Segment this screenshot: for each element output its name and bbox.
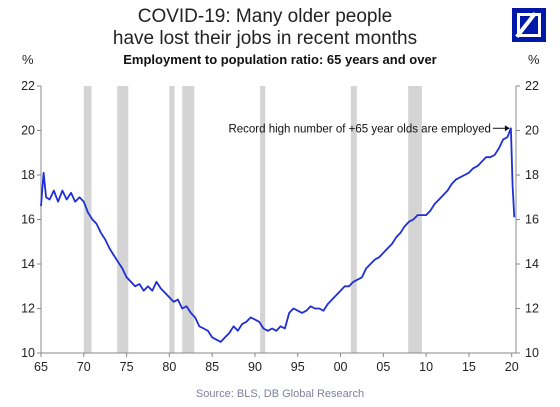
y-tick-label-right-10: 10 <box>525 346 539 360</box>
y-tick-label-right-14: 14 <box>525 257 539 271</box>
employment-ratio-line <box>40 127 516 343</box>
chart-axes <box>37 85 520 357</box>
y-tick-label-left-22: 22 <box>21 79 35 93</box>
x-tick-label-10: 10 <box>419 360 433 374</box>
y-tick-label-right-12: 12 <box>525 302 539 316</box>
y-tick-label-left-10: 10 <box>21 346 35 360</box>
y-tick-label-left-14: 14 <box>21 257 35 271</box>
y-tick-label-right-16: 16 <box>525 213 539 227</box>
chart-title-line-1: COVID-19: Many older people <box>137 6 393 27</box>
x-tick-label-00: 00 <box>334 360 348 374</box>
x-tick-label-75: 75 <box>120 360 134 374</box>
chart-annotation-group: Record high number of +65 year olds are … <box>228 123 510 135</box>
recession-band-6 <box>408 86 422 353</box>
y-tick-label-left-12: 12 <box>21 302 35 316</box>
x-tick-label-95: 95 <box>291 360 305 374</box>
x-tick-label-90: 90 <box>248 360 262 374</box>
chart-subtitle: Employment to population ratio: 65 years… <box>123 52 437 67</box>
recession-band-2 <box>169 86 175 353</box>
y-tick-label-right-18: 18 <box>525 168 539 182</box>
chart-title: COVID-19: Many older people have lost th… <box>0 6 530 50</box>
recession-band-0 <box>83 86 92 353</box>
chart-tick-labels: 10 10 12 12 14 14 16 16 18 18 20 20 22 22 65 70 75 80 85 90… <box>21 79 539 374</box>
deutsche-bank-logo-icon <box>512 8 546 42</box>
chart-series <box>40 127 516 343</box>
x-tick-label-85: 85 <box>205 360 219 374</box>
recession-bands <box>83 86 422 353</box>
source-note: Source: BLS, DB Global Research <box>195 388 365 400</box>
x-tick-label-70: 70 <box>77 360 91 374</box>
y-tick-label-left-16: 16 <box>21 213 35 227</box>
y-tick-label-left-20: 20 <box>21 124 35 138</box>
recession-band-3 <box>182 86 195 353</box>
right-axis-unit: % <box>528 52 540 67</box>
x-tick-label-05: 05 <box>376 360 390 374</box>
recession-band-5 <box>350 86 357 353</box>
x-tick-label-65: 65 <box>34 360 48 374</box>
x-tick-label-20: 20 <box>505 360 519 374</box>
recession-band-4 <box>260 86 266 353</box>
y-tick-label-left-18: 18 <box>21 168 35 182</box>
x-tick-label-80: 80 <box>162 360 176 374</box>
x-tick-label-15: 15 <box>462 360 476 374</box>
left-axis-unit: % <box>22 52 34 67</box>
y-tick-label-right-20: 20 <box>525 124 539 138</box>
recession-band-1 <box>117 86 129 353</box>
y-tick-label-right-22: 22 <box>525 79 539 93</box>
annotation-text: Record high number of +65 year olds are … <box>228 123 490 135</box>
chart-title-line-2: have lost their jobs in recent months <box>112 28 418 49</box>
annotation-arrow-head <box>504 125 510 132</box>
